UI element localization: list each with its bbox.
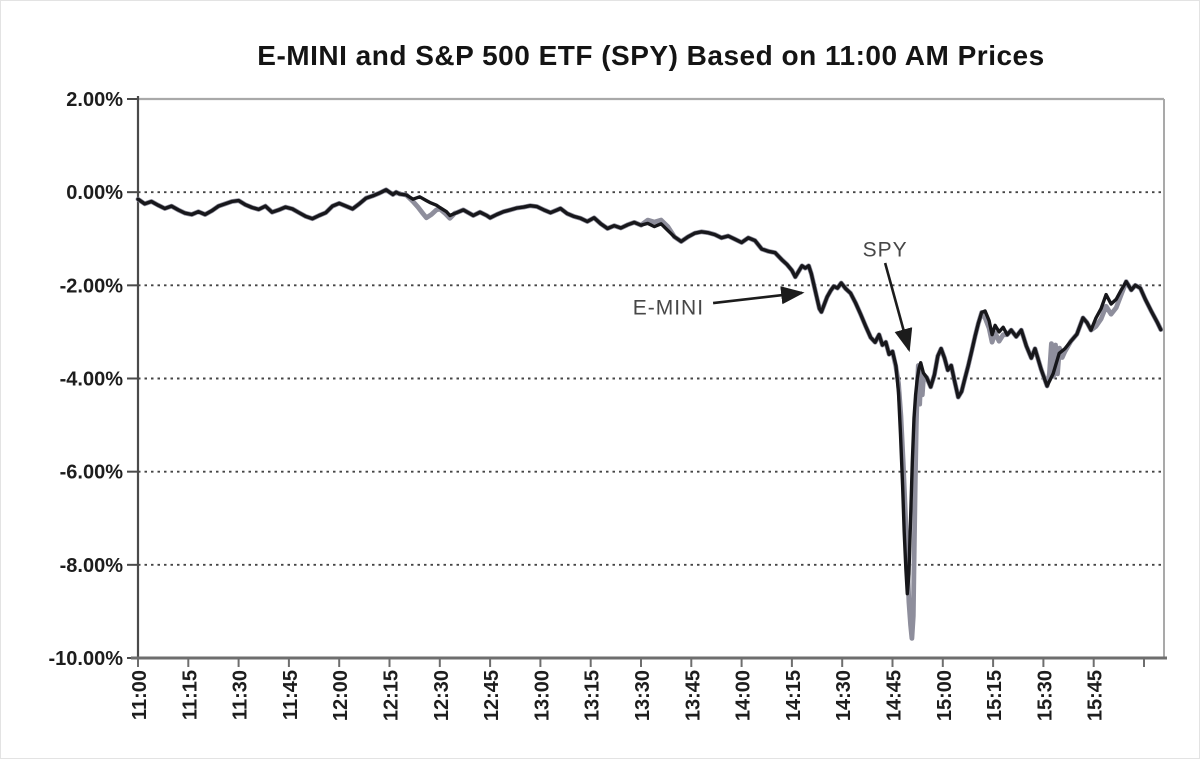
- annotation-label: SPY: [863, 238, 908, 261]
- x-tick-label: 13:15: [582, 670, 604, 721]
- y-tick-label: -2.00%: [60, 275, 124, 297]
- gridlines: [138, 191, 1164, 566]
- x-tick-label: 12:00: [330, 670, 352, 721]
- axes: 2.00% 0.00% -2.00% -4.00% -6.00% -8.00% -10.00…: [49, 89, 1167, 721]
- x-tick-label: 13:30: [632, 670, 654, 721]
- x-tick-label: 11:30: [230, 670, 252, 720]
- x-tick-label: 11:15: [179, 670, 201, 720]
- x-tick-label: 12:15: [381, 670, 403, 721]
- e-mini-line: [136, 188, 1163, 596]
- x-tick-label: 12:30: [431, 670, 453, 721]
- x-tick-label: 14:30: [833, 670, 855, 721]
- x-tick-label: 14:45: [884, 670, 906, 721]
- x-tick-label: 15:30: [1034, 670, 1056, 721]
- plot-frame: [138, 97, 1165, 658]
- x-tick-label: 15:15: [984, 670, 1006, 721]
- x-tick-label: 11:00: [129, 670, 151, 720]
- spy-line: [135, 187, 1164, 641]
- y-tick-label: 2.00%: [66, 89, 123, 111]
- x-tick-label: 12:45: [481, 670, 503, 721]
- data-series: [135, 187, 1164, 641]
- x-tick-label: 15:45: [1085, 670, 1107, 721]
- x-tick-label: 14:15: [783, 670, 805, 721]
- annotations: E-MINI SPY: [633, 238, 913, 353]
- chart-title: E-MINI and S&P 500 ETF (SPY) Based on 11…: [257, 40, 1044, 71]
- x-tick-label: 13:00: [531, 670, 553, 721]
- annotation-label: E-MINI: [633, 297, 704, 320]
- annotation-arrow: [712, 286, 805, 305]
- y-tick-label: -6.00%: [60, 462, 124, 484]
- y-tick-label: -4.00%: [60, 369, 124, 391]
- x-tick-label: 14:00: [733, 670, 755, 721]
- annotation-arrow: [883, 262, 913, 353]
- x-tick-label: 11:45: [280, 670, 302, 720]
- x-tick-label: 13:45: [682, 670, 704, 721]
- y-tick-label: -10.00%: [49, 648, 124, 670]
- y-tick-label: 0.00%: [66, 182, 123, 204]
- x-tick-label: 15:00: [934, 670, 956, 721]
- y-tick-label: -8.00%: [60, 555, 124, 577]
